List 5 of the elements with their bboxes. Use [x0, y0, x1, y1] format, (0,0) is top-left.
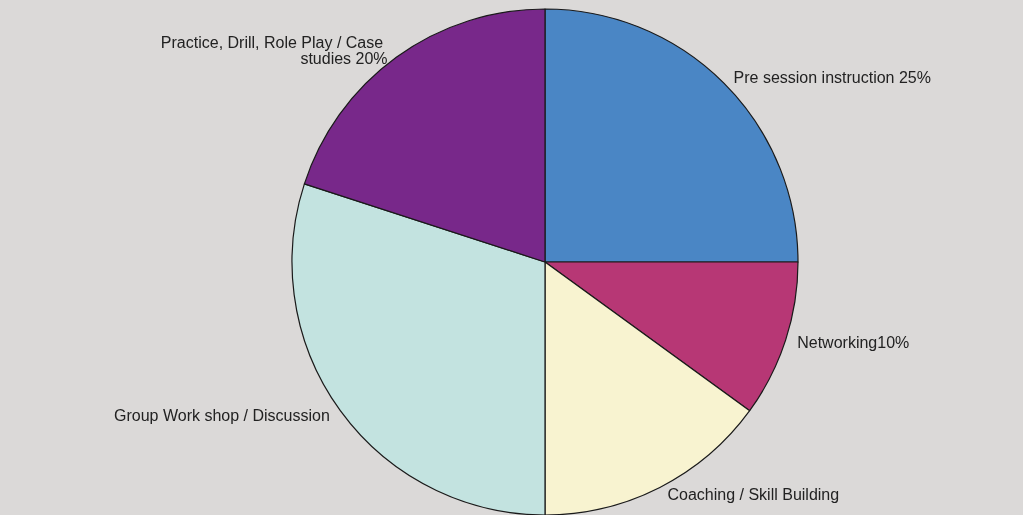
slice-label: Group Work shop / Discussion — [114, 406, 330, 424]
slice-label: Pre session instruction 25% — [733, 68, 931, 86]
slice-label: Networking10% — [797, 334, 910, 352]
slice-label: Practice, Drill, Role Play / Case studies 20% — [160, 34, 388, 68]
slice-label: Coaching / Skill Building — [667, 486, 840, 504]
